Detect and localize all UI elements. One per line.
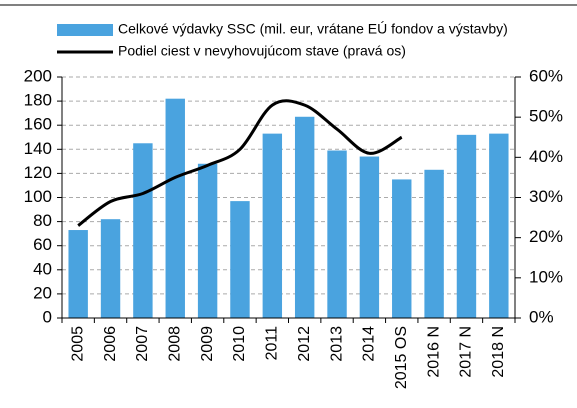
bar (165, 98, 185, 318)
y2-tick-label: 30% (529, 187, 563, 206)
x-tick-label: 2007 (134, 326, 151, 362)
x-tick-label: 2016 N (425, 326, 442, 378)
bar (294, 116, 315, 318)
bar (424, 169, 444, 318)
y-tick-label: 100 (24, 187, 52, 206)
bar (359, 156, 380, 318)
x-tick-label: 2005 (69, 326, 86, 362)
x-tick-label: 2009 (199, 326, 216, 362)
x-tick-label: 2012 (296, 326, 313, 362)
x-tick-label: 2015 OS (393, 326, 410, 389)
bar (456, 134, 477, 318)
legend-label: Celkové výdavky SSC (mil. eur, vrátane E… (118, 21, 508, 37)
y-tick-label: 160 (24, 115, 52, 134)
y2-tick-label: 60% (529, 66, 563, 85)
x-tick-label: 2011 (264, 326, 281, 361)
legend-swatch (57, 24, 113, 36)
bar (489, 133, 509, 318)
y2-tick-label: 40% (529, 147, 563, 166)
y-tick-label: 80 (33, 211, 52, 230)
y2-tick-label: 50% (529, 107, 563, 126)
bar (230, 201, 250, 318)
y-tick-label: 40 (33, 259, 52, 278)
bar (100, 219, 121, 318)
y-tick-label: 200 (24, 66, 52, 85)
y-tick-label: 180 (24, 91, 52, 110)
x-tick-label: 2014 (361, 326, 378, 362)
line (77, 99, 403, 227)
y2-tick-label: 20% (529, 227, 563, 246)
y-tick-label: 120 (24, 163, 52, 182)
y-tick-label: 0 (43, 307, 52, 326)
x-tick-label: 2008 (166, 326, 183, 362)
y-tick-label: 60 (33, 235, 52, 254)
x-tick-label: 2010 (231, 326, 248, 362)
bar (327, 150, 347, 318)
y2-tick-label: 10% (529, 267, 563, 286)
bar (197, 163, 218, 318)
x-tick-label: 2013 (328, 326, 345, 362)
bar (262, 133, 283, 318)
x-tick-label: 2006 (102, 326, 119, 362)
legend-label: Podiel ciest v nevyhovujúcom stave (prav… (118, 43, 406, 59)
y-tick-label: 140 (24, 139, 52, 158)
x-tick-label: 2018 N (490, 326, 507, 378)
y-tick-label: 20 (33, 283, 52, 302)
bar (68, 230, 88, 318)
bar (133, 143, 153, 318)
x-tick-label: 2017 N (458, 326, 475, 378)
bar (392, 179, 412, 318)
y2-tick-label: 0% (529, 307, 554, 326)
